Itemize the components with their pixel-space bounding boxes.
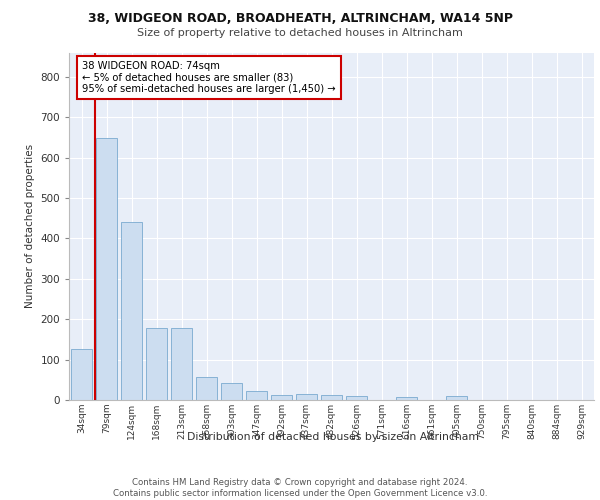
Bar	[271, 394, 292, 400]
Bar	[196, 377, 217, 400]
Bar	[396, 397, 417, 400]
Text: 38 WIDGEON ROAD: 74sqm
← 5% of detached houses are smaller (83)
95% of semi-deta: 38 WIDGEON ROAD: 74sqm ← 5% of detached …	[82, 61, 336, 94]
Bar	[71, 350, 92, 400]
Bar	[346, 396, 367, 400]
Bar	[171, 328, 192, 400]
Bar	[296, 394, 317, 400]
Bar	[121, 222, 142, 400]
Text: 38, WIDGEON ROAD, BROADHEATH, ALTRINCHAM, WA14 5NP: 38, WIDGEON ROAD, BROADHEATH, ALTRINCHAM…	[88, 12, 512, 26]
Text: Contains HM Land Registry data © Crown copyright and database right 2024.
Contai: Contains HM Land Registry data © Crown c…	[113, 478, 487, 498]
Bar	[221, 383, 242, 400]
Text: Size of property relative to detached houses in Altrincham: Size of property relative to detached ho…	[137, 28, 463, 38]
Bar	[146, 328, 167, 400]
Bar	[446, 396, 467, 400]
Bar	[246, 390, 267, 400]
Text: Distribution of detached houses by size in Altrincham: Distribution of detached houses by size …	[187, 432, 479, 442]
Bar	[321, 395, 342, 400]
Bar	[96, 138, 117, 400]
Y-axis label: Number of detached properties: Number of detached properties	[25, 144, 35, 308]
